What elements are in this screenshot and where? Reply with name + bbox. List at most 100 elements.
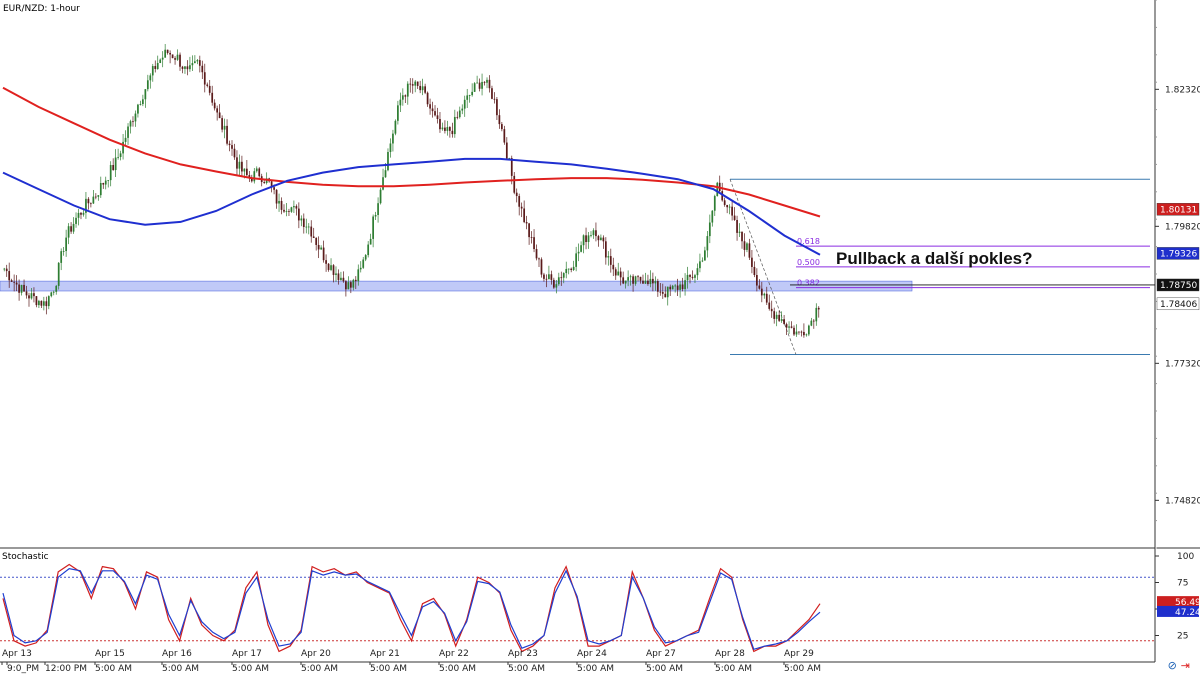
candle-body xyxy=(451,130,454,135)
candle-body xyxy=(325,260,327,264)
candle-body xyxy=(102,183,105,185)
candle-body xyxy=(421,86,424,91)
time-ticks: Apr 13 9:0_PM 12:00 PM Apr 15 5:00 AM Apr 16 5… xyxy=(1,649,821,674)
candle-body xyxy=(575,253,578,267)
candle-body xyxy=(236,157,238,169)
candle-body xyxy=(50,292,53,297)
candle-body xyxy=(733,215,736,220)
candle-body xyxy=(783,319,785,325)
candle-body xyxy=(92,196,95,204)
candle-body xyxy=(780,319,783,321)
candle-body xyxy=(637,276,639,278)
moving-average-red xyxy=(2,86,821,218)
candle-body xyxy=(595,230,597,237)
candle-body xyxy=(600,237,602,241)
candle-body xyxy=(488,79,491,89)
time-tick-label: Apr 20 xyxy=(301,649,331,659)
candle-body xyxy=(652,278,654,284)
candle-body xyxy=(275,189,278,204)
candle-body xyxy=(283,209,285,212)
fibonacci-layer[interactable]: 0.618 0.500 0.382 xyxy=(729,178,1150,356)
candle-body xyxy=(124,137,127,142)
candle-body xyxy=(518,196,521,207)
candle-body xyxy=(439,119,441,130)
candle-body xyxy=(278,200,280,204)
candle-body xyxy=(186,66,189,70)
candle-body xyxy=(738,231,741,233)
candle-body xyxy=(221,118,223,130)
price-ticks: 1.82320 1.79820 1.77320 1.74820 xyxy=(1155,0,1200,549)
candle-body xyxy=(664,293,667,298)
candle-body xyxy=(585,235,587,243)
candle-body xyxy=(582,235,585,246)
candle-body xyxy=(127,126,129,138)
candle-body xyxy=(60,251,63,263)
candle-body xyxy=(580,245,582,252)
candle-body xyxy=(763,293,766,296)
stochastic-title: Stochastic xyxy=(2,552,49,562)
candle-body xyxy=(538,258,540,260)
candle-body xyxy=(392,133,394,144)
candle-body xyxy=(691,276,694,278)
candle-body xyxy=(208,85,211,93)
candle-body xyxy=(689,274,691,277)
price-tag-label: 1.78750 xyxy=(1160,281,1197,291)
candle-body xyxy=(379,189,382,204)
candle-body xyxy=(716,182,719,197)
price-tick-label: 1.74820 xyxy=(1165,496,1200,506)
candle-body xyxy=(70,226,72,232)
candle-body xyxy=(523,208,526,223)
candle-body xyxy=(736,219,738,233)
price-tag-box xyxy=(1156,297,1200,311)
candle-body xyxy=(622,277,625,284)
time-tick-label: Apr 28 xyxy=(715,649,745,659)
candle-body xyxy=(775,314,778,319)
candle-body xyxy=(151,66,154,76)
time-tick-label: 5:00 AM xyxy=(646,664,683,674)
candle-body xyxy=(372,216,374,239)
candle-body xyxy=(250,178,253,182)
candle-body xyxy=(590,235,592,236)
candle-body xyxy=(807,325,810,335)
candle-body xyxy=(513,175,516,193)
candle-body xyxy=(315,237,318,245)
candle-body xyxy=(431,108,434,112)
candle-body xyxy=(741,231,743,242)
time-tick-label: Apr 22 xyxy=(439,649,469,659)
candle-body xyxy=(97,195,100,197)
candle-body xyxy=(181,66,184,69)
candle-body xyxy=(15,282,18,285)
candle-body xyxy=(753,266,756,275)
candle-body xyxy=(191,63,194,66)
candle-body xyxy=(629,276,632,278)
time-tick-label: 5:00 AM xyxy=(301,664,338,674)
candle-body xyxy=(562,273,565,278)
stochastic-tick-label: 75 xyxy=(1177,579,1188,589)
link-icon[interactable]: ⊘ xyxy=(1167,659,1177,672)
time-tick-label: Apr 24 xyxy=(577,649,607,659)
candle-body xyxy=(161,57,164,60)
candle-body xyxy=(231,145,233,149)
candle-body xyxy=(533,237,535,250)
candle-body xyxy=(288,211,290,212)
candle-body xyxy=(119,153,122,157)
arrow-icon[interactable]: ⇥ xyxy=(1180,659,1190,672)
time-tick-label: 5:00 AM xyxy=(715,664,752,674)
footer-icons[interactable]: ⊘ ⇥ xyxy=(1164,659,1190,672)
candle-body xyxy=(10,280,13,282)
price-tag-label: 1.79326 xyxy=(1160,249,1197,259)
candle-body xyxy=(446,127,449,131)
candle-body xyxy=(639,276,642,281)
candle-body xyxy=(565,268,568,274)
candle-body xyxy=(778,314,781,321)
candle-body xyxy=(805,334,808,336)
candle-body xyxy=(206,84,209,86)
candle-body xyxy=(382,177,384,190)
candle-body xyxy=(317,244,320,250)
candle-body xyxy=(800,331,803,333)
time-tick-label: 5:00 AM xyxy=(508,664,545,674)
candle-body xyxy=(5,268,8,272)
candle-body xyxy=(332,265,335,275)
candle-body xyxy=(335,273,337,275)
